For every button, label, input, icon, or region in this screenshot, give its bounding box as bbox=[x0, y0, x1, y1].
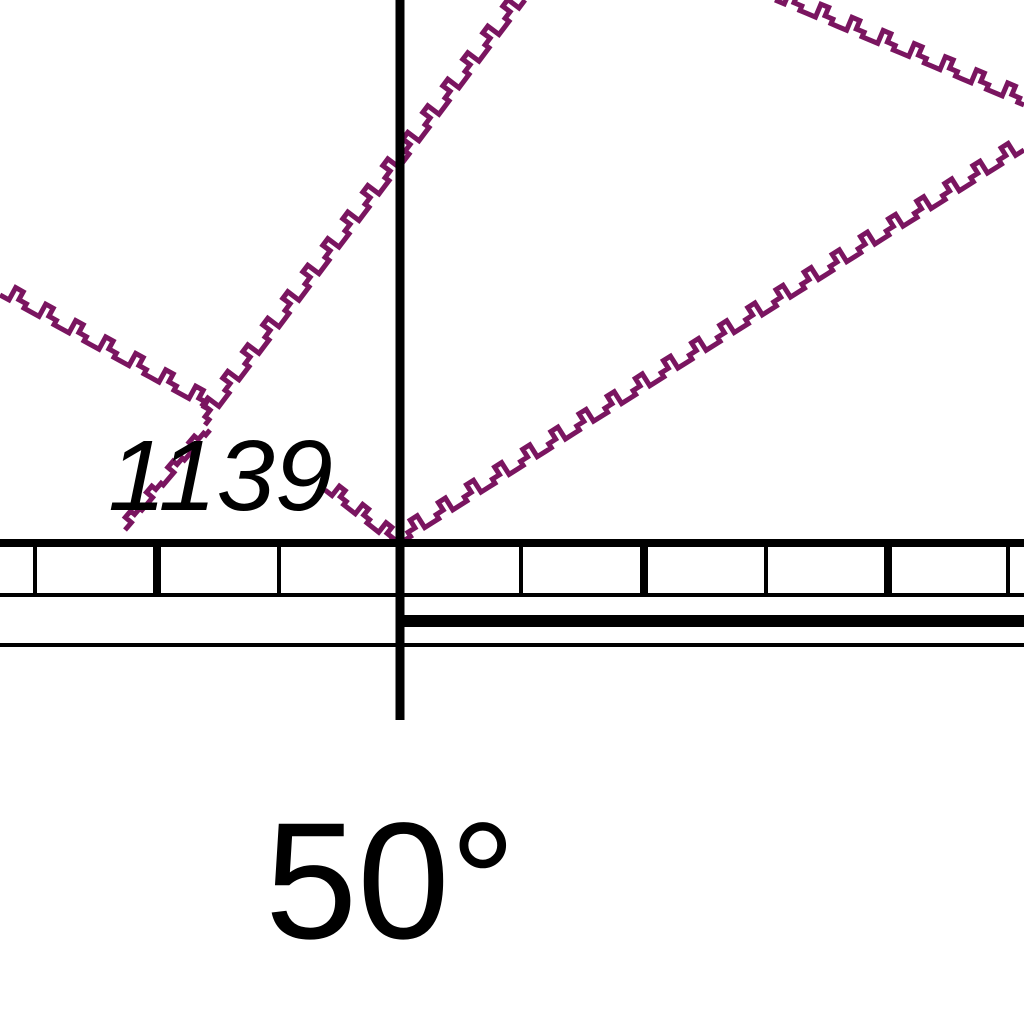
latitude-label: 50° bbox=[265, 789, 516, 974]
airway-boundary-lower-left-stub bbox=[323, 482, 397, 547]
airway-boundaries bbox=[0, 0, 1024, 547]
airway-boundary-upper-right bbox=[774, 0, 1024, 108]
airway-boundary-left-descending bbox=[0, 284, 212, 413]
airway-boundary-bottom-spur bbox=[121, 428, 212, 532]
airway-boundary-steep-ascending bbox=[199, 0, 527, 427]
latitude-scale-bar bbox=[0, 539, 1024, 647]
airway-boundary-lower-ascending bbox=[403, 140, 1024, 543]
scale-ticks bbox=[33, 543, 1010, 595]
feature-number-label: 1139 bbox=[108, 420, 333, 532]
